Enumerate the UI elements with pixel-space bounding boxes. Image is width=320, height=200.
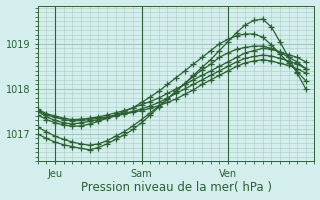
X-axis label: Pression niveau de la mer( hPa ): Pression niveau de la mer( hPa )	[81, 181, 272, 194]
